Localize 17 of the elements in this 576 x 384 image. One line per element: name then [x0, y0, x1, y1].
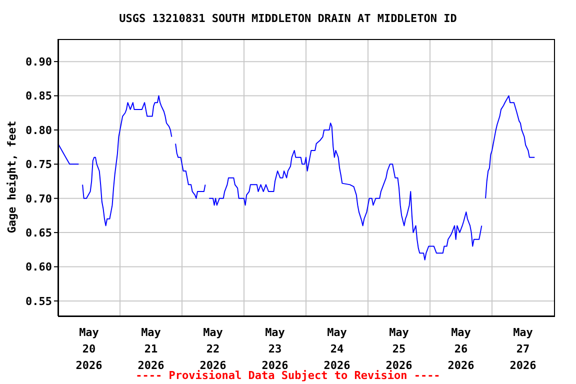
x-tick-label: May 26 2026: [448, 326, 475, 372]
y-axis-title: Gage height, feet: [6, 120, 18, 234]
y-tick-label: 0.80: [26, 124, 52, 137]
x-tick-label: May 20 2026: [76, 326, 103, 372]
x-tick-label: May 21 2026: [138, 326, 165, 372]
y-tick-label: 0.90: [26, 55, 52, 68]
y-tick-label: 0.55: [26, 294, 52, 308]
y-tick-label: 0.75: [26, 158, 52, 172]
x-tick-label: May 24 2026: [324, 326, 351, 372]
text: ---- Provisional Data Subject to Revision ----: [136, 369, 440, 382]
x-tick-label: May 23 2026: [262, 326, 289, 372]
y-tick-label: 0.65: [26, 226, 52, 240]
y-tick-label: 0.60: [26, 260, 52, 274]
y-tick-label: 0.85: [26, 90, 52, 103]
chart-title: USGS 13210831 SOUTH MIDDLETON DRAIN AT MIDDLETON ID: [118, 12, 458, 25]
y-tick-label: 0.70: [26, 192, 52, 206]
x-tick-label: May 27 2026: [510, 326, 537, 372]
